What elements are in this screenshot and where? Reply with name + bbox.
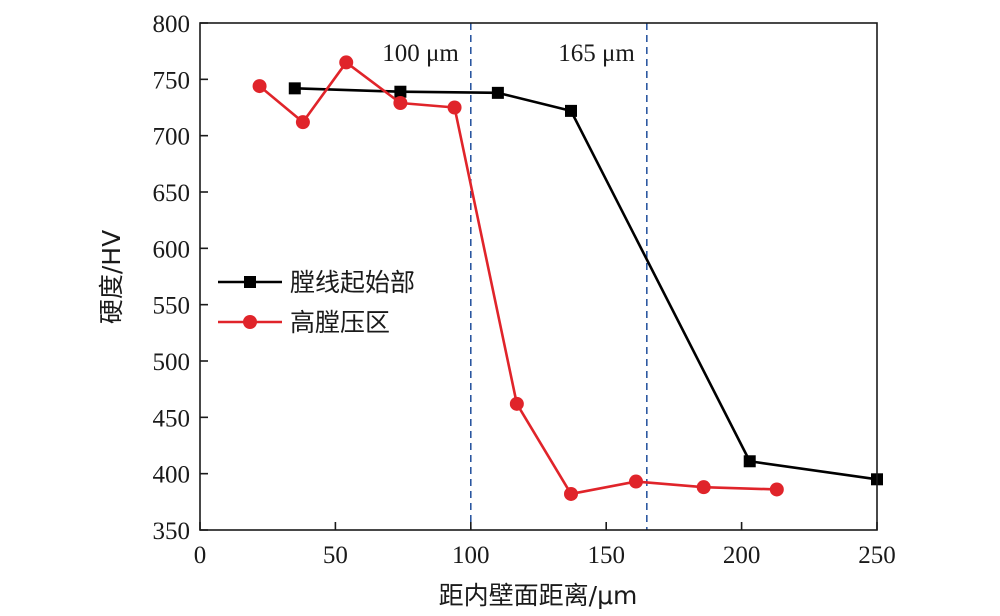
data-point-square [743, 455, 756, 468]
data-point-square [394, 85, 407, 98]
y-tick-label: 400 [153, 462, 191, 489]
x-tick-label: 50 [323, 542, 348, 569]
y-tick-label: 550 [153, 293, 191, 320]
legend-marker-circle [243, 315, 257, 329]
y-tick-label: 500 [153, 349, 191, 376]
vline-annotations: 100 μm 165 μm [382, 40, 635, 67]
data-point-square [564, 104, 577, 117]
series-2 [252, 55, 784, 501]
axis-ticks: 0 50 100 150 200 250 350 400 450 500 550 600 650 700 7… [153, 11, 896, 569]
data-point-circle [447, 100, 462, 115]
x-tick-label: 150 [587, 542, 625, 569]
data-point-circle [696, 480, 711, 495]
y-tick-label: 350 [153, 518, 191, 545]
data-point-circle [339, 55, 354, 70]
x-tick-label: 100 [452, 542, 490, 569]
y-tick-label: 800 [153, 11, 191, 38]
legend-label: 高膛压区 [290, 308, 390, 337]
data-point-square [288, 82, 301, 95]
data-point-circle [393, 95, 408, 110]
data-point-circle [509, 396, 524, 411]
y-tick-label: 450 [153, 405, 191, 432]
series-layer [252, 55, 883, 501]
data-point-circle [295, 115, 310, 130]
y-tick-label: 750 [153, 67, 191, 94]
y-tick-label: 600 [153, 236, 191, 263]
vline-label-165: 165 μm [558, 40, 635, 67]
x-tick-label: 200 [723, 542, 761, 569]
y-axis-title: 硬度/HV [97, 230, 126, 324]
x-axis-title: 距内壁面距离/μm [439, 581, 638, 610]
x-tick-label: 0 [194, 542, 207, 569]
data-point-circle [769, 482, 784, 497]
data-point-circle [252, 79, 267, 94]
legend-marker-square [244, 276, 256, 288]
data-point-square [491, 86, 504, 99]
plot-frame [199, 22, 878, 531]
x-tick-label: 250 [858, 542, 896, 569]
series-line [258, 61, 777, 496]
legend-item-2: 高膛压区 [218, 308, 390, 337]
y-tick-label: 650 [153, 180, 191, 207]
legend-label: 膛线起始部 [290, 268, 415, 297]
vline-label-100: 100 μm [382, 40, 459, 67]
data-point-circle [563, 486, 578, 501]
legend-item-1: 膛线起始部 [218, 268, 415, 297]
reference-lines [470, 23, 648, 530]
y-tick-label: 700 [153, 124, 191, 151]
data-point-circle [628, 474, 643, 489]
